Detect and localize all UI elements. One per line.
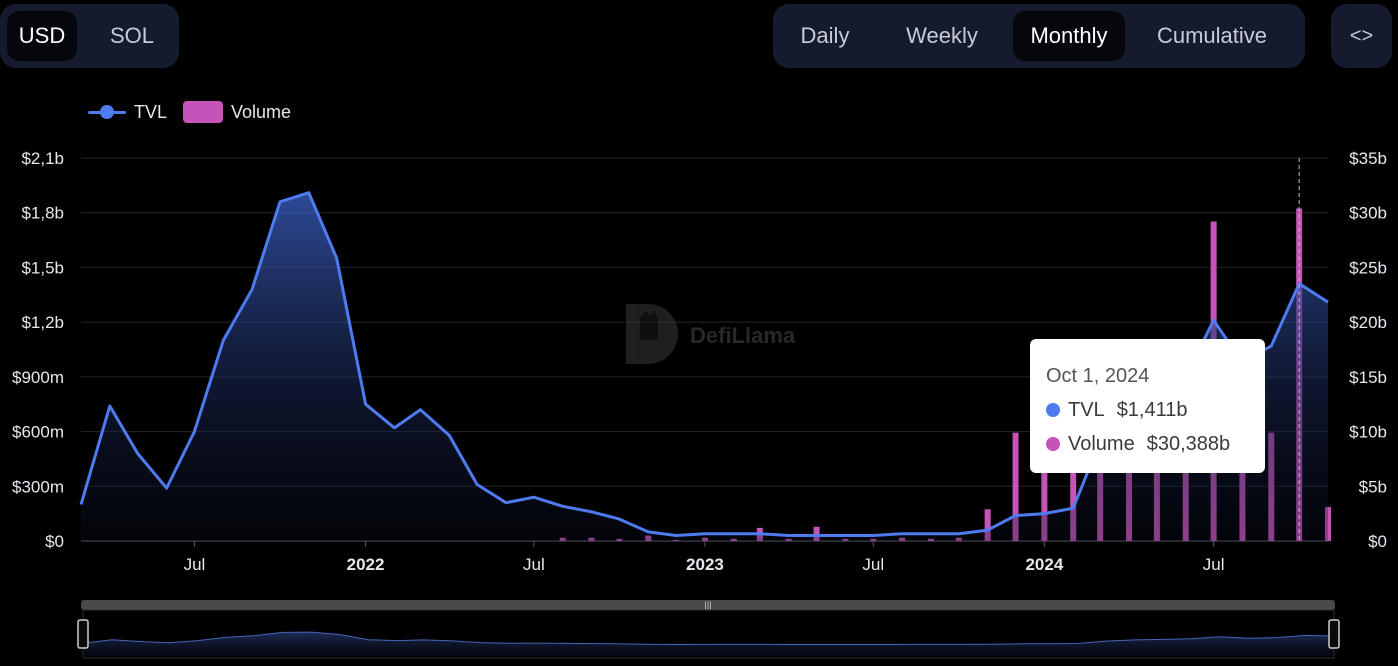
brush-grip-icon[interactable]: ||| <box>704 600 711 610</box>
y-left-tick-label: $1,2b <box>21 313 64 332</box>
period-daily-button[interactable]: Daily <box>800 23 850 48</box>
period-toggle: Daily Weekly Monthly Cumulative <box>773 4 1305 68</box>
volume-bar <box>1070 447 1077 541</box>
currency-sol-button[interactable]: SOL <box>109 23 155 48</box>
brush-left-handle[interactable] <box>77 619 89 649</box>
tooltip-row-volume: Volume $30,388b <box>1046 427 1265 461</box>
y-left-tick-label: $0 <box>45 532 64 551</box>
x-tick-label: 2023 <box>686 555 724 574</box>
y-right-tick-label: $0 <box>1368 532 1387 551</box>
y-right-tick-label: $20b <box>1349 313 1387 332</box>
x-tick-label: 2022 <box>347 555 385 574</box>
llama-head-icon <box>640 310 658 340</box>
brush-right-handle[interactable] <box>1328 619 1340 649</box>
legend-item-volume[interactable]: Volume <box>183 101 291 123</box>
volume-bar <box>813 526 820 541</box>
currency-toggle: USD SOL <box>0 4 179 68</box>
brush-mini-chart <box>82 631 1335 656</box>
y-right-tick-label: $5b <box>1359 477 1387 496</box>
x-tick-label: Jul <box>184 555 206 574</box>
tooltip-tvl-label: TVL <box>1068 398 1105 421</box>
legend-label-tvl: TVL <box>134 101 168 122</box>
y-left-tick-label: $1,8b <box>21 204 64 223</box>
volume-bar <box>1012 432 1019 541</box>
currency-usd-button[interactable]: USD <box>7 11 77 61</box>
y-right-tick-label: $30b <box>1349 204 1387 223</box>
tooltip-tvl-value: $1,411b <box>1116 398 1188 421</box>
x-tick-label: Jul <box>1203 555 1225 574</box>
legend-item-tvl[interactable]: TVL <box>88 100 167 124</box>
tooltip-volume-value: $30,388b <box>1146 432 1231 455</box>
legend-bar-swatch <box>183 101 224 123</box>
volume-bar <box>984 509 991 541</box>
period-cumulative-button[interactable]: Cumulative <box>1156 23 1268 48</box>
x-tick-label: Jul <box>523 555 545 574</box>
legend-label-volume: Volume <box>231 101 292 122</box>
brush-mini-area <box>83 632 1334 656</box>
y-left-tick-label: $1,5b <box>21 258 64 277</box>
y-left-tick-label: $600m <box>12 423 64 442</box>
defillama-watermark: DefiLlama <box>626 304 796 364</box>
code-brackets-icon: <> <box>1349 24 1374 47</box>
tooltip-volume-label: Volume <box>1068 432 1135 455</box>
y-left-tick-label: $900m <box>12 368 64 387</box>
tooltip-row-tvl: TVL $1,411b <box>1046 393 1265 427</box>
period-monthly-button[interactable]: Monthly <box>1013 11 1125 61</box>
y-left-tick-label: $2,1b <box>21 149 64 168</box>
x-tick-label: 2024 <box>1025 555 1063 574</box>
volume-bar <box>1041 442 1048 541</box>
tvl-area-fill <box>81 192 1328 541</box>
y-right-tick-label: $35b <box>1349 149 1387 168</box>
axes: $0 $0 $300m $5b $600m $10b $900m $15b $1,2b $20b $… <box>12 149 1387 574</box>
legend-line-swatch <box>88 100 126 124</box>
watermark-text: DefiLlama <box>690 323 796 348</box>
y-right-tick-label: $15b <box>1349 368 1387 387</box>
y-right-tick-label: $25b <box>1349 258 1387 277</box>
y-right-tick-label: $10b <box>1349 423 1387 442</box>
x-tick-label: Jul <box>862 555 884 574</box>
brush-mini-line <box>82 631 1335 646</box>
tooltip-tvl-dot <box>1046 403 1060 417</box>
brush-bar[interactable] <box>81 600 1335 610</box>
embed-button[interactable]: <> <box>1331 4 1392 68</box>
tooltip-date: Oct 1, 2024 <box>1046 364 1150 387</box>
tooltip-volume-dot <box>1046 437 1060 451</box>
y-left-tick-label: $300m <box>12 477 64 496</box>
period-weekly-button[interactable]: Weekly <box>906 23 978 48</box>
chart-tooltip: Oct 1, 2024 TVL $1,411b Volume $30,388b <box>1030 339 1265 473</box>
chart-legend: TVL Volume <box>88 100 307 124</box>
